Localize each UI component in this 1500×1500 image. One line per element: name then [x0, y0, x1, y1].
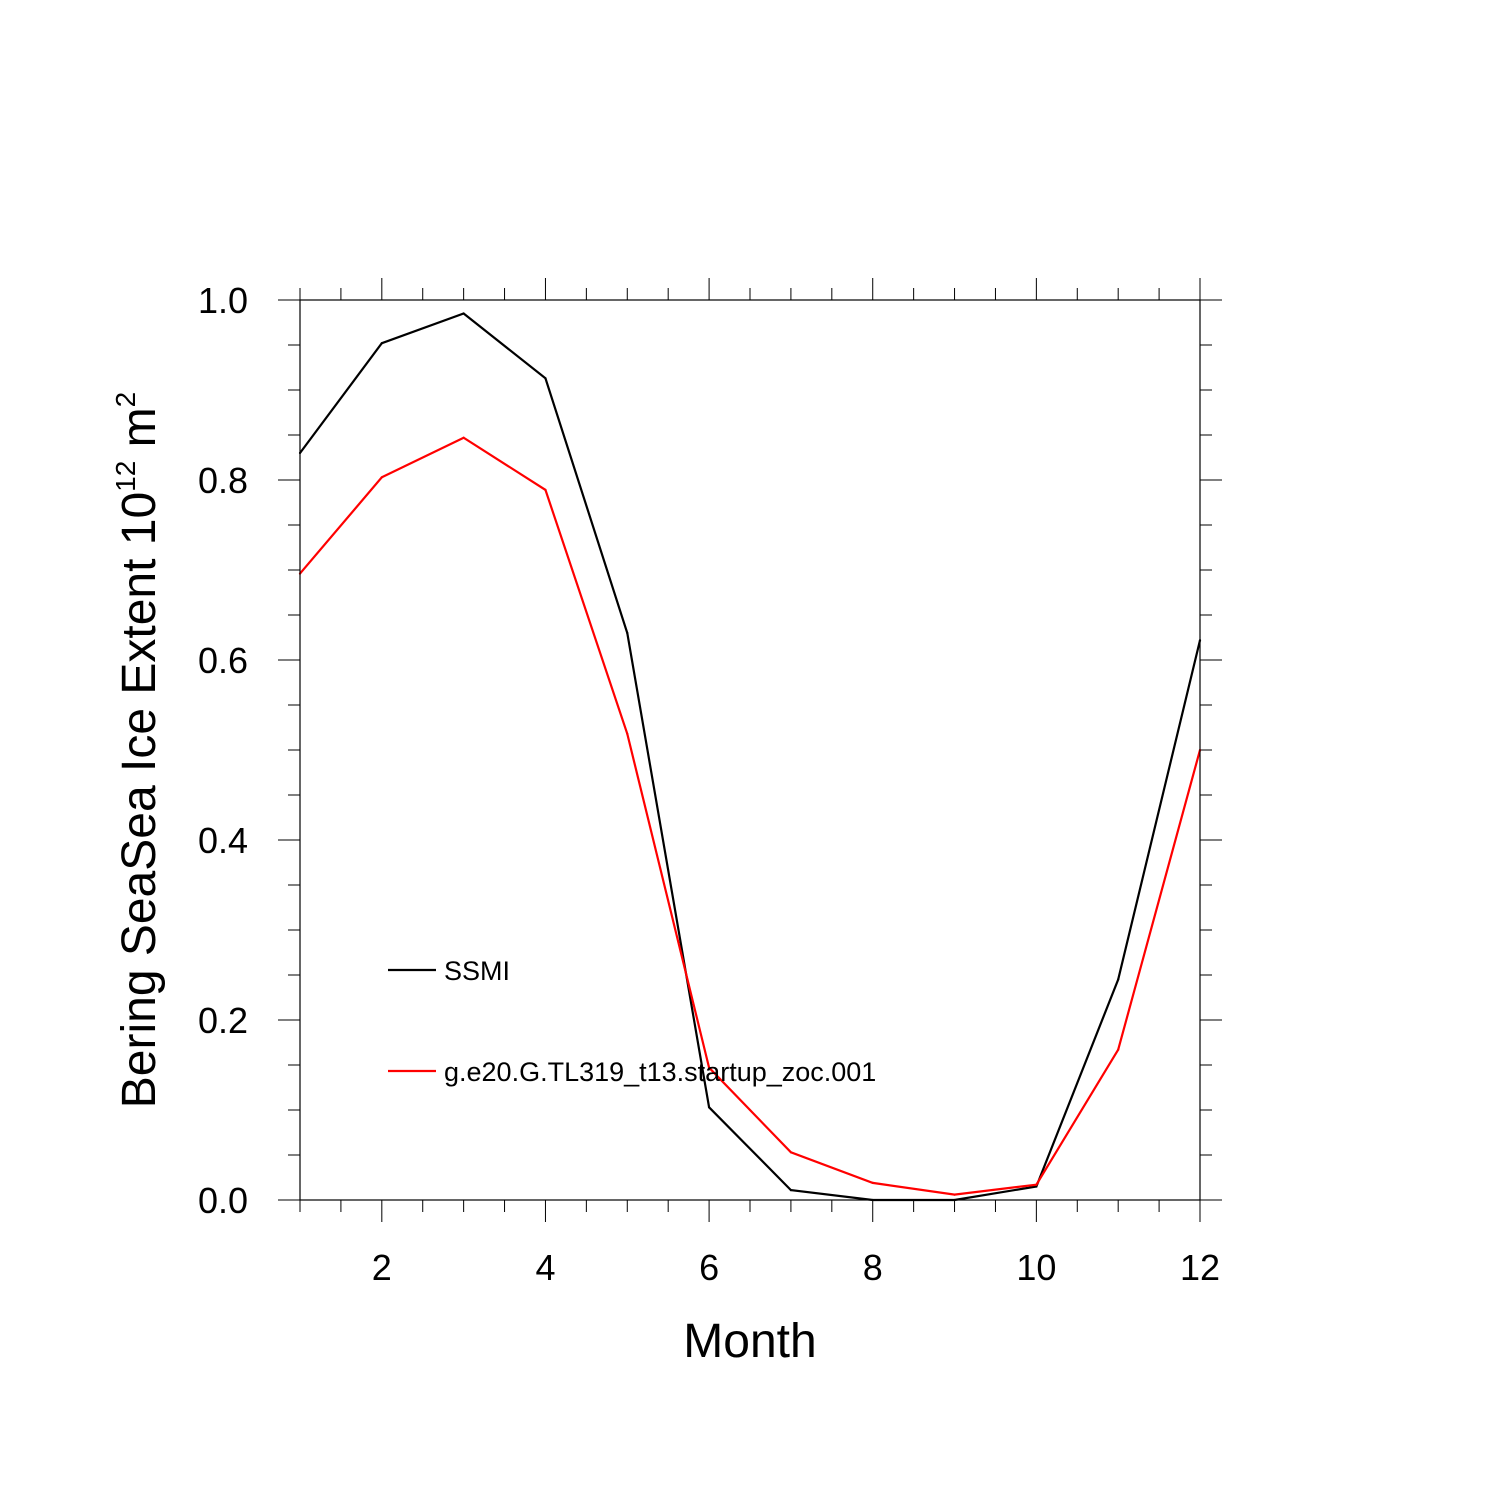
- series-1-point-11: [1117, 1048, 1120, 1051]
- y-tick-label-0: 0.0: [198, 1180, 248, 1221]
- series-1-point-7: [789, 1151, 793, 1154]
- minor-ticks: [288, 288, 1212, 1212]
- series-1-point-9: [953, 1193, 956, 1196]
- y-axis-title-prefix: Bering SeaSea Ice Extent 10: [113, 492, 166, 1108]
- series-0-point-5: [626, 631, 629, 635]
- series-lines: [298, 312, 1202, 1202]
- y-axis-title-unit: m: [113, 407, 166, 460]
- legend-label-model: g.e20.G.TL319_t13.startup_zoc.001: [444, 1057, 876, 1087]
- series-1-point-3: [462, 436, 465, 439]
- x-tick-label-4: 4: [535, 1247, 555, 1288]
- y-tick-label-1: 0.2: [198, 1000, 248, 1041]
- series-0-point-11: [1117, 978, 1120, 981]
- x-tick-label-2: 2: [372, 1247, 392, 1288]
- major-ticks: [278, 278, 1222, 1222]
- series-1-point-10: [1035, 1183, 1038, 1186]
- legend-label-ssmi: SSMI: [444, 956, 510, 986]
- y-axis-title-exponent: 12: [110, 461, 141, 492]
- series-line-0: [299, 312, 1202, 1202]
- plot-frame: [299, 299, 1201, 1201]
- y-tick-label-2: 0.4: [198, 820, 248, 861]
- series-0-point-7: [789, 1189, 793, 1192]
- y-tick-label-3: 0.6: [198, 640, 248, 681]
- series-1-point-8: [871, 1181, 874, 1184]
- legend: SSMI g.e20.G.TL319_t13.startup_zoc.001: [388, 956, 876, 1087]
- series-0-point-4: [544, 377, 547, 380]
- series-1-point-5: [626, 732, 629, 735]
- x-tick-label-12: 12: [1180, 1247, 1220, 1288]
- series-0-point-6: [707, 1106, 711, 1109]
- tick-labels: 2 4 6 8 10 12 0.0 0.2 0.4 0.6 0.8 1.0: [198, 280, 1220, 1288]
- x-tick-label-8: 8: [863, 1247, 883, 1288]
- y-axis-title: Bering SeaSea Ice Extent 1012 m2: [110, 392, 166, 1108]
- y-tick-label-4: 0.8: [198, 460, 248, 501]
- y-tick-label-5: 1.0: [198, 280, 248, 321]
- series-1-point-6: [707, 1066, 711, 1069]
- series-0-point-10: [1035, 1185, 1038, 1188]
- x-axis-title: Month: [683, 1315, 816, 1368]
- x-tick-label-6: 6: [699, 1247, 719, 1288]
- series-line-1: [299, 436, 1202, 1196]
- series-0-point-3: [462, 312, 465, 315]
- series-1-point-4: [544, 488, 547, 491]
- series-0-point-2: [380, 342, 383, 345]
- series-1-point-2: [380, 476, 383, 479]
- y-axis-title-unit-exponent: 2: [110, 392, 141, 408]
- x-tick-label-10: 10: [1016, 1247, 1056, 1288]
